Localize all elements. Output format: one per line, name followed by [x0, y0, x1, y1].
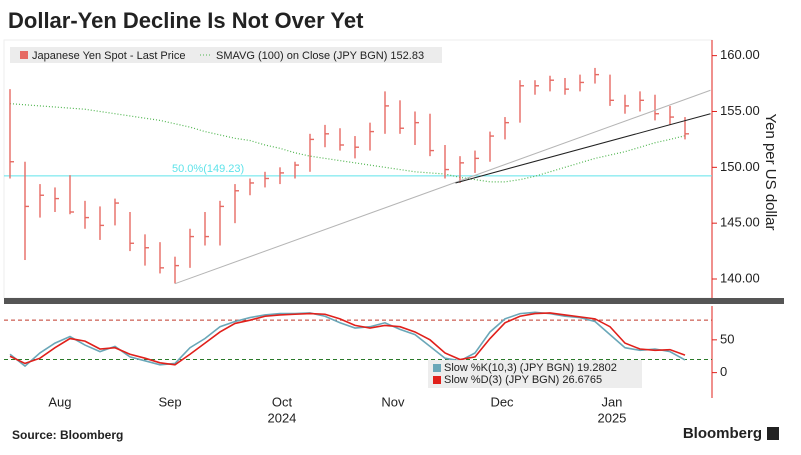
x-tick-label: Jan — [601, 394, 622, 409]
legend-label: Slow %K(10,3) (JPY BGN) 19.2802 — [444, 362, 617, 374]
trend-line — [455, 113, 711, 184]
legend-swatch — [433, 376, 441, 384]
x-tick-label: Nov — [381, 394, 405, 409]
y-tick-label: 0 — [720, 364, 727, 379]
y-tick-label: 145.00 — [720, 215, 760, 230]
y-tick-label: 150.00 — [720, 159, 760, 174]
source: Source: Bloomberg — [12, 428, 123, 442]
trend-line — [174, 89, 711, 285]
price-panel — [3, 39, 713, 299]
brand: Bloomberg — [683, 425, 762, 442]
series-line — [9, 312, 686, 366]
y-axis-title: Yen per US dollar — [762, 113, 779, 230]
y-tick-label: 140.00 — [720, 270, 760, 285]
legend-label: Japanese Yen Spot - Last Price — [32, 50, 186, 62]
x-tick-label: Oct — [272, 394, 293, 409]
price-legend — [10, 47, 442, 63]
level-label: 50.0%(149.23) — [172, 163, 244, 175]
panel-divider — [4, 298, 784, 304]
brand-icon — [767, 427, 779, 440]
y-tick-label: 160.00 — [720, 47, 760, 62]
y-tick-label: 50 — [720, 331, 734, 346]
x-year-label: 2024 — [267, 410, 296, 425]
chart-title: Dollar-Yen Decline Is Not Over Yet — [8, 8, 364, 33]
x-tick-label: Dec — [490, 394, 514, 409]
sma-line — [9, 103, 686, 183]
y-tick-label: 155.00 — [720, 103, 760, 118]
x-year-label: 2025 — [597, 410, 626, 425]
legend-label: Slow %D(3) (JPY BGN) 26.6765 — [444, 374, 602, 386]
legend-swatch — [433, 364, 441, 372]
x-tick-label: Aug — [48, 394, 71, 409]
legend-label: SMAVG (100) on Close (JPY BGN) 152.83 — [216, 50, 424, 62]
x-tick-label: Sep — [158, 394, 181, 409]
legend-swatch — [20, 51, 28, 59]
osc-legend — [428, 360, 642, 388]
